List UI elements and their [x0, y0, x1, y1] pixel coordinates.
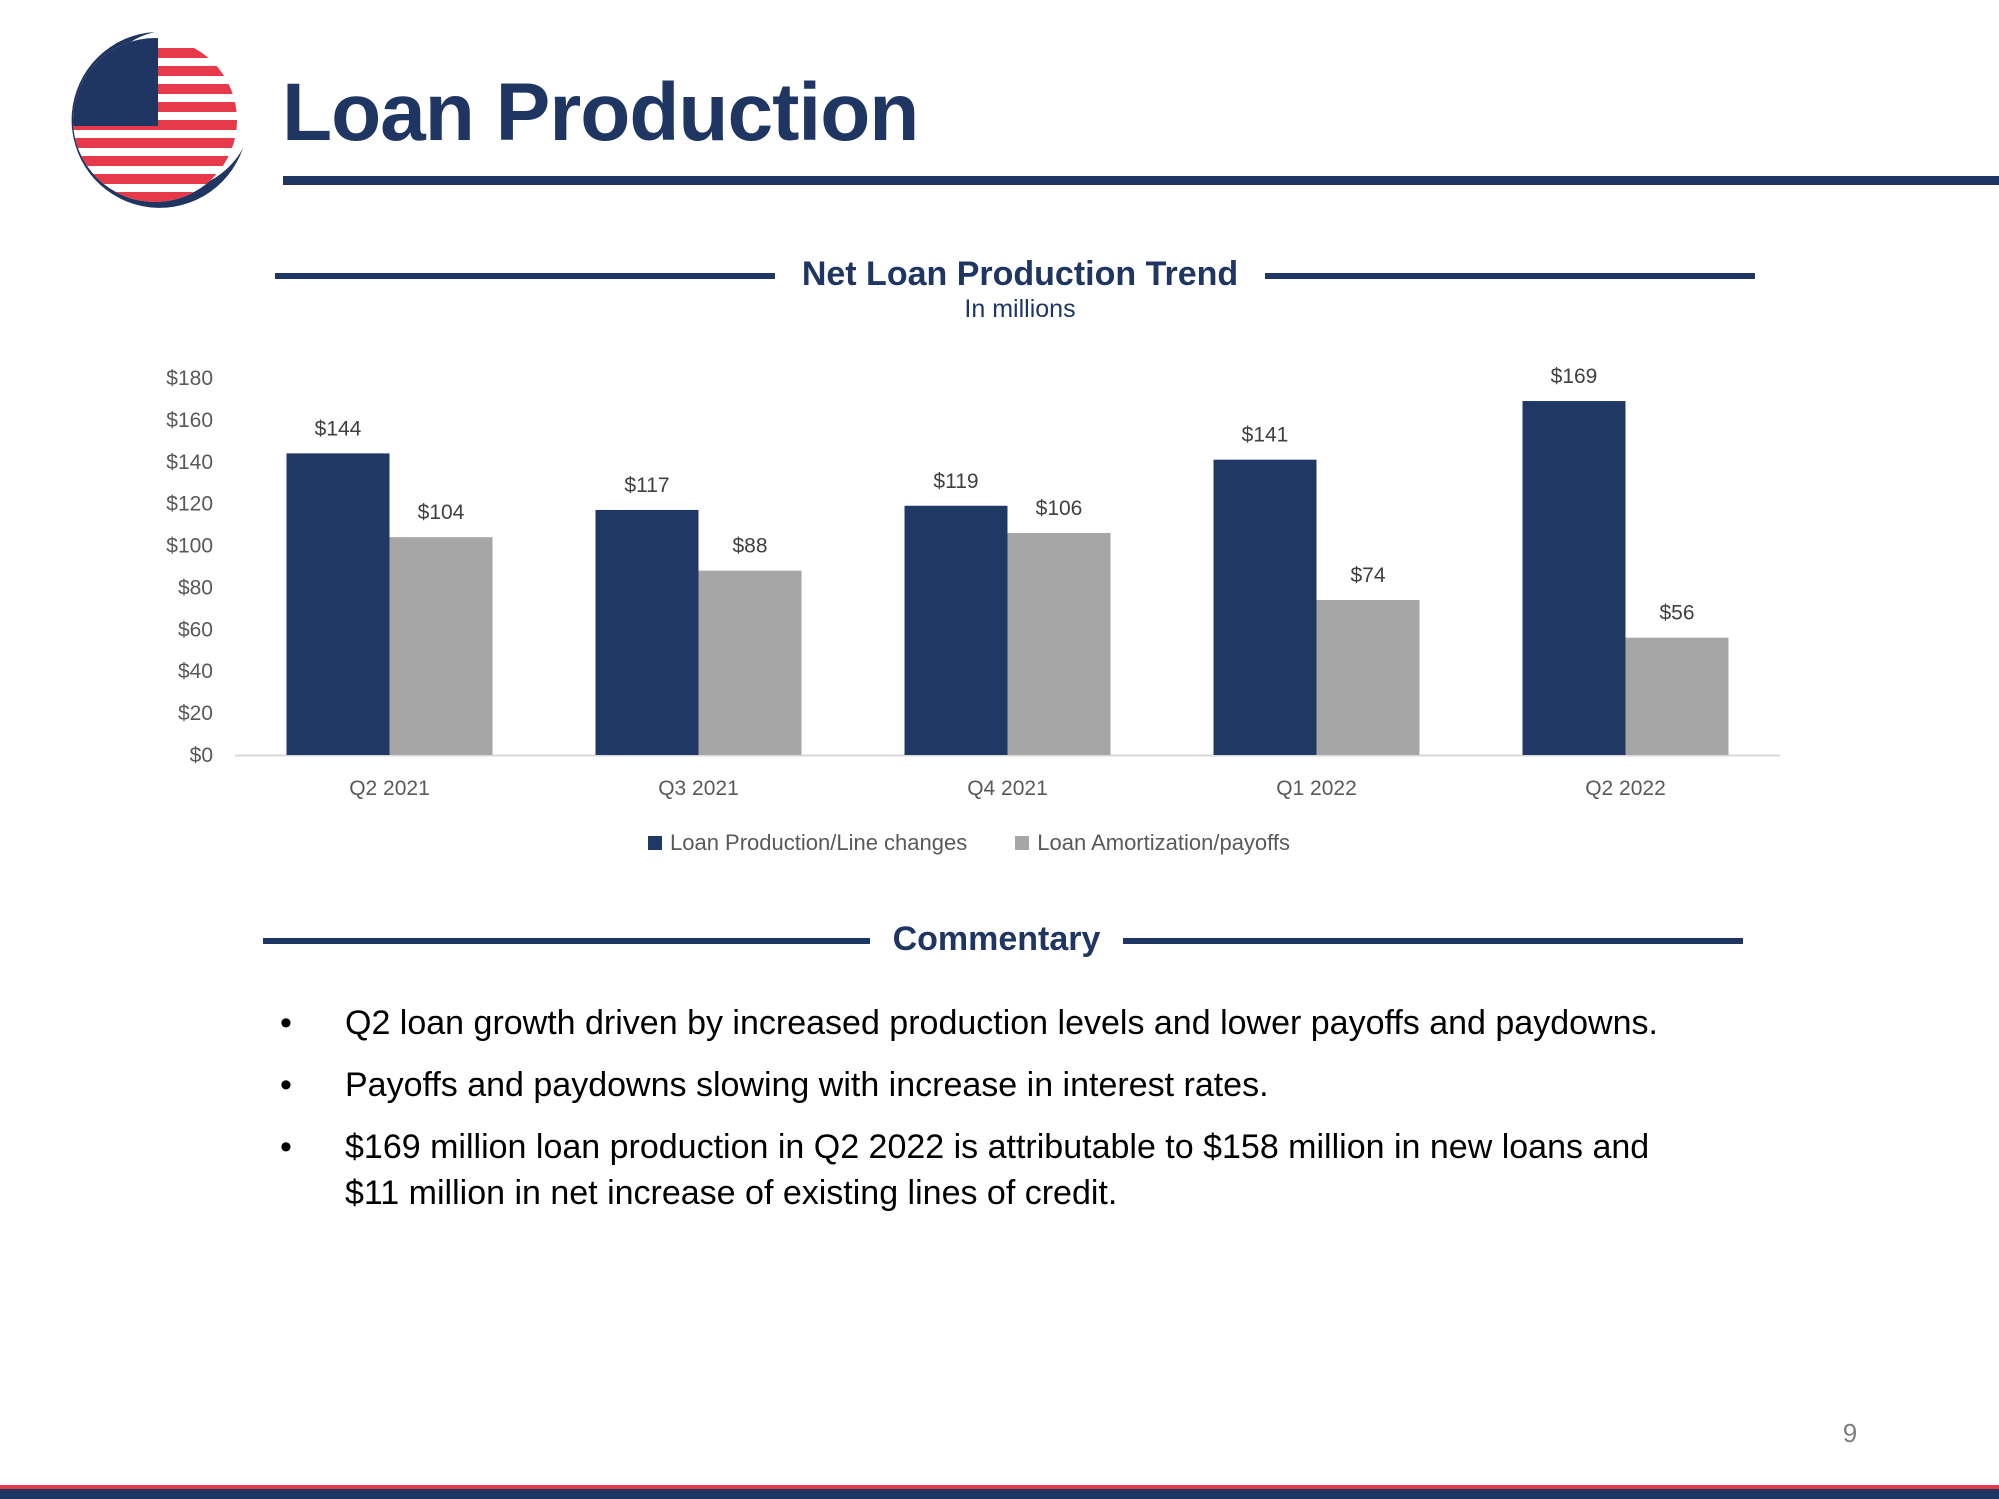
page-title: Loan Production — [282, 67, 919, 158]
data-label: $88 — [732, 535, 767, 558]
data-label: $74 — [1350, 564, 1385, 587]
commentary-item-text: $169 million loan production in Q2 2022 … — [345, 1128, 1650, 1212]
y-tick-label: $100 — [166, 535, 213, 558]
x-tick-label: Q2 2021 — [349, 777, 430, 800]
bar — [286, 453, 390, 755]
page-number: 9 — [1842, 1418, 1858, 1448]
legend-swatch-production — [648, 836, 662, 850]
legend-label-amortization: Loan Amortization/payoffs — [1037, 830, 1290, 855]
bullet-dot: • — [280, 1004, 292, 1042]
commentary-item-text: Q2 loan growth driven by increased produ… — [345, 1004, 1658, 1042]
data-label: $117 — [624, 474, 669, 497]
y-tick-label: $160 — [166, 409, 213, 432]
y-tick-label: $80 — [178, 576, 213, 599]
bullet-dot: • — [280, 1128, 292, 1166]
bar — [904, 505, 1008, 755]
chart-title: Net Loan Production Trend — [801, 255, 1239, 293]
commentary-title: Commentary — [892, 920, 1101, 958]
x-tick-label: Q1 2022 — [1276, 777, 1357, 800]
chart-title-rule-right — [1265, 273, 1755, 279]
chart-subtitle: In millions — [964, 295, 1076, 323]
bullet-dot: • — [280, 1066, 292, 1104]
legend-swatch-amortization — [1015, 836, 1030, 850]
commentary-item: • $169 million loan production in Q2 202… — [280, 1124, 1700, 1216]
bar — [1213, 459, 1317, 755]
header-divider — [283, 176, 1999, 185]
commentary-rule-right — [1123, 938, 1743, 944]
chart-title-rule-left — [275, 273, 775, 279]
y-tick-label: $0 — [190, 744, 213, 767]
bar — [389, 537, 493, 755]
y-tick-label: $40 — [178, 660, 213, 683]
legend-item-production: Loan Production/Line changes — [648, 830, 967, 856]
data-label: $144 — [315, 417, 362, 440]
commentary-item: • Payoffs and paydowns slowing with incr… — [280, 1062, 1700, 1108]
y-tick-label: $60 — [178, 618, 213, 641]
bar — [1522, 401, 1626, 755]
bar — [1316, 600, 1420, 755]
data-label: $169 — [1551, 365, 1598, 388]
y-tick-label: $120 — [166, 493, 213, 516]
data-label: $141 — [1242, 424, 1289, 447]
y-tick-label: $180 — [166, 367, 213, 390]
commentary-rule-left — [263, 938, 870, 944]
x-tick-label: Q2 2022 — [1585, 777, 1666, 800]
commentary-item: • Q2 loan growth driven by increased pro… — [280, 1000, 1700, 1046]
bar — [1625, 637, 1729, 755]
legend-label-production: Loan Production/Line changes — [670, 830, 968, 855]
data-label: $106 — [1036, 497, 1083, 520]
x-tick-label: Q4 2021 — [967, 777, 1048, 800]
bar — [595, 509, 699, 755]
x-tick-label: Q3 2021 — [658, 777, 739, 800]
bar-chart: $0 $20 $40 $60 $80 $100 $120 $140 $160 $180 $144 $1… — [166, 365, 1780, 800]
y-tick-label: $20 — [178, 702, 213, 725]
data-label: $119 — [933, 470, 978, 493]
y-tick-label: $140 — [166, 451, 213, 474]
footer-bar — [0, 1485, 1999, 1499]
bar — [1007, 532, 1111, 755]
commentary-list: • Q2 loan growth driven by increased pro… — [280, 1000, 1700, 1232]
globe-flag-logo-icon — [71, 32, 243, 208]
commentary-item-text: Payoffs and paydowns slowing with increa… — [345, 1066, 1269, 1104]
legend-item-amortization: Loan Amortization/payoffs — [1015, 830, 1290, 856]
chart-legend: Loan Production/Line changes Loan Amorti… — [648, 830, 1290, 856]
data-label: $104 — [418, 501, 465, 524]
data-label: $56 — [1659, 602, 1694, 625]
bar — [698, 570, 802, 755]
